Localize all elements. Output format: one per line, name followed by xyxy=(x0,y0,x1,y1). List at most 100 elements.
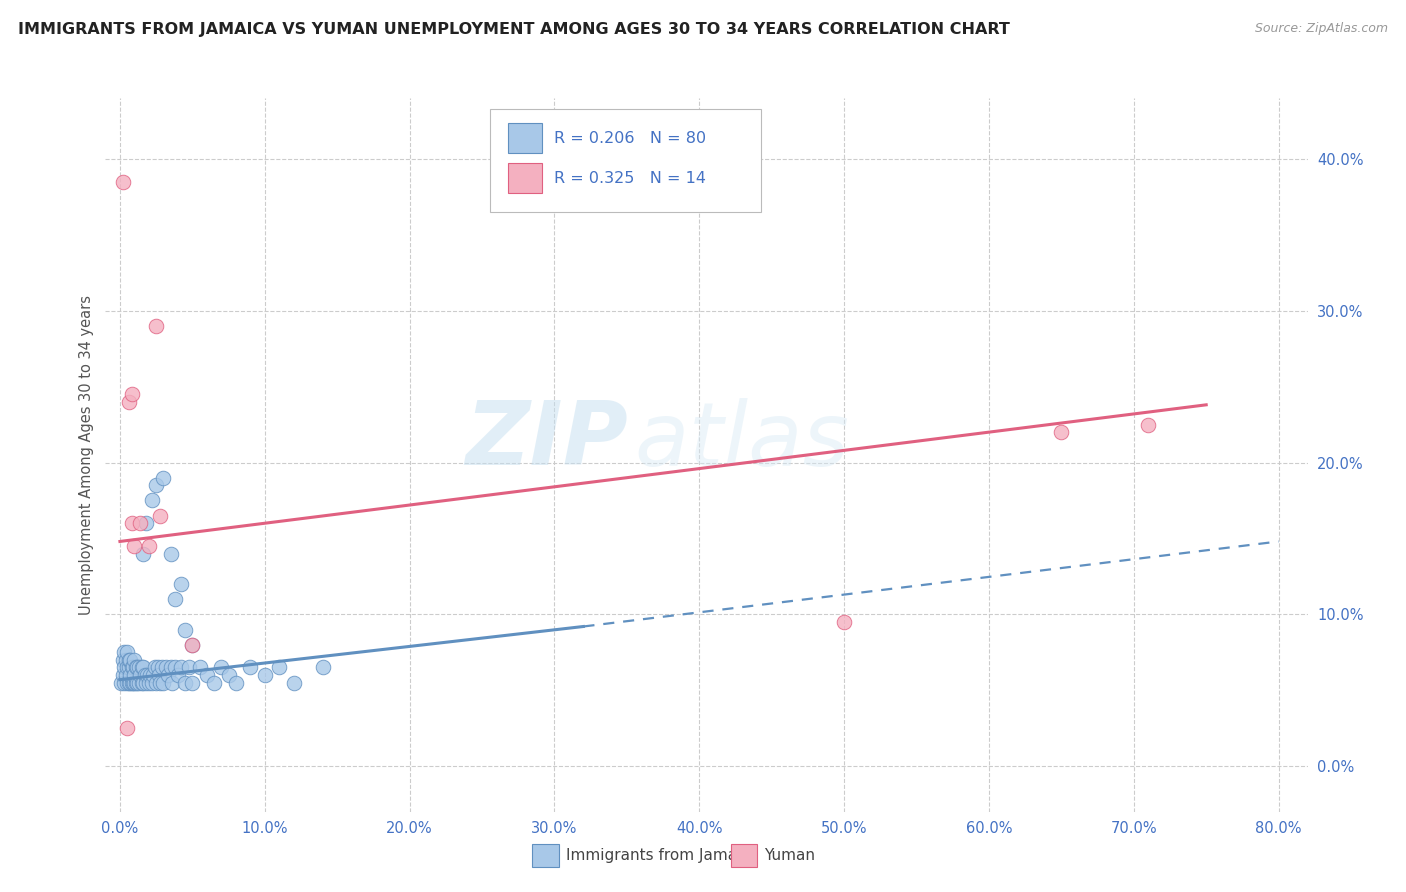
Point xyxy=(283,675,305,690)
Point xyxy=(218,668,240,682)
Point xyxy=(115,721,138,735)
Text: Yuman: Yuman xyxy=(765,847,815,863)
Point xyxy=(152,471,174,485)
Point xyxy=(114,668,136,682)
Point xyxy=(128,660,150,674)
Point xyxy=(269,660,291,674)
Point xyxy=(312,660,335,674)
Point xyxy=(163,592,186,607)
Point xyxy=(832,615,855,629)
Point xyxy=(115,660,138,674)
Point xyxy=(149,508,172,523)
Text: Immigrants from Jamaica: Immigrants from Jamaica xyxy=(565,847,759,863)
Point xyxy=(143,660,166,674)
Point xyxy=(195,668,218,682)
Point xyxy=(115,645,138,659)
Point xyxy=(159,660,181,674)
Point xyxy=(125,675,148,690)
FancyBboxPatch shape xyxy=(491,109,761,212)
Point xyxy=(156,668,179,682)
Point xyxy=(181,638,204,652)
Point xyxy=(124,539,146,553)
Point xyxy=(141,493,163,508)
Point xyxy=(149,675,172,690)
Point xyxy=(124,668,146,682)
Point xyxy=(112,675,135,690)
Point xyxy=(125,660,148,674)
Point xyxy=(188,660,211,674)
Point xyxy=(129,668,152,682)
Point xyxy=(132,547,155,561)
Point xyxy=(134,668,156,682)
Point xyxy=(131,660,153,674)
Text: Source: ZipAtlas.com: Source: ZipAtlas.com xyxy=(1254,22,1388,36)
Point xyxy=(117,394,139,409)
Point xyxy=(132,660,155,674)
Point xyxy=(155,660,177,674)
Point xyxy=(120,653,142,667)
Point xyxy=(122,675,145,690)
Point xyxy=(202,675,225,690)
Point xyxy=(121,660,143,674)
Point xyxy=(179,660,201,674)
FancyBboxPatch shape xyxy=(533,844,558,867)
FancyBboxPatch shape xyxy=(508,163,541,193)
Point xyxy=(121,516,143,531)
Point xyxy=(138,675,160,690)
Text: R = 0.206   N = 80: R = 0.206 N = 80 xyxy=(554,130,706,145)
Point xyxy=(112,645,135,659)
Point xyxy=(239,660,262,674)
Text: ZIP: ZIP xyxy=(465,397,628,484)
Y-axis label: Unemployment Among Ages 30 to 34 years: Unemployment Among Ages 30 to 34 years xyxy=(79,295,94,615)
Point xyxy=(167,668,190,682)
Point xyxy=(115,675,138,690)
Point xyxy=(225,675,247,690)
Point xyxy=(127,675,149,690)
FancyBboxPatch shape xyxy=(508,123,541,153)
Point xyxy=(121,387,143,401)
Text: IMMIGRANTS FROM JAMAICA VS YUMAN UNEMPLOYMENT AMONG AGES 30 TO 34 YEARS CORRELAT: IMMIGRANTS FROM JAMAICA VS YUMAN UNEMPLO… xyxy=(18,22,1010,37)
Point xyxy=(163,660,186,674)
Point xyxy=(170,577,193,591)
Point xyxy=(150,660,173,674)
Point xyxy=(111,175,134,189)
Point xyxy=(124,653,146,667)
Point xyxy=(117,675,139,690)
Point xyxy=(128,675,150,690)
Point xyxy=(136,668,159,682)
Point xyxy=(145,318,167,333)
Text: atlas: atlas xyxy=(634,398,849,483)
Point xyxy=(111,668,134,682)
Point xyxy=(253,668,276,682)
Point xyxy=(174,623,197,637)
Point xyxy=(141,675,163,690)
Point xyxy=(122,660,145,674)
Point xyxy=(1137,417,1160,432)
Point xyxy=(181,675,204,690)
Point xyxy=(170,660,193,674)
Point xyxy=(132,675,155,690)
Point xyxy=(145,478,167,492)
Point xyxy=(160,675,183,690)
Point xyxy=(112,660,135,674)
Point xyxy=(114,653,136,667)
Point xyxy=(120,668,142,682)
Point xyxy=(117,653,139,667)
Point xyxy=(159,547,181,561)
Point xyxy=(181,638,204,652)
FancyBboxPatch shape xyxy=(731,844,756,867)
Point xyxy=(209,660,232,674)
Point xyxy=(129,516,152,531)
Point xyxy=(111,653,134,667)
Point xyxy=(117,660,139,674)
Point xyxy=(145,675,167,690)
Point xyxy=(110,675,132,690)
Point xyxy=(131,675,153,690)
Point xyxy=(152,675,174,690)
Point xyxy=(139,668,162,682)
Point xyxy=(138,539,160,553)
Point xyxy=(124,675,146,690)
Point xyxy=(135,516,157,531)
Point xyxy=(148,668,170,682)
Point xyxy=(121,675,143,690)
